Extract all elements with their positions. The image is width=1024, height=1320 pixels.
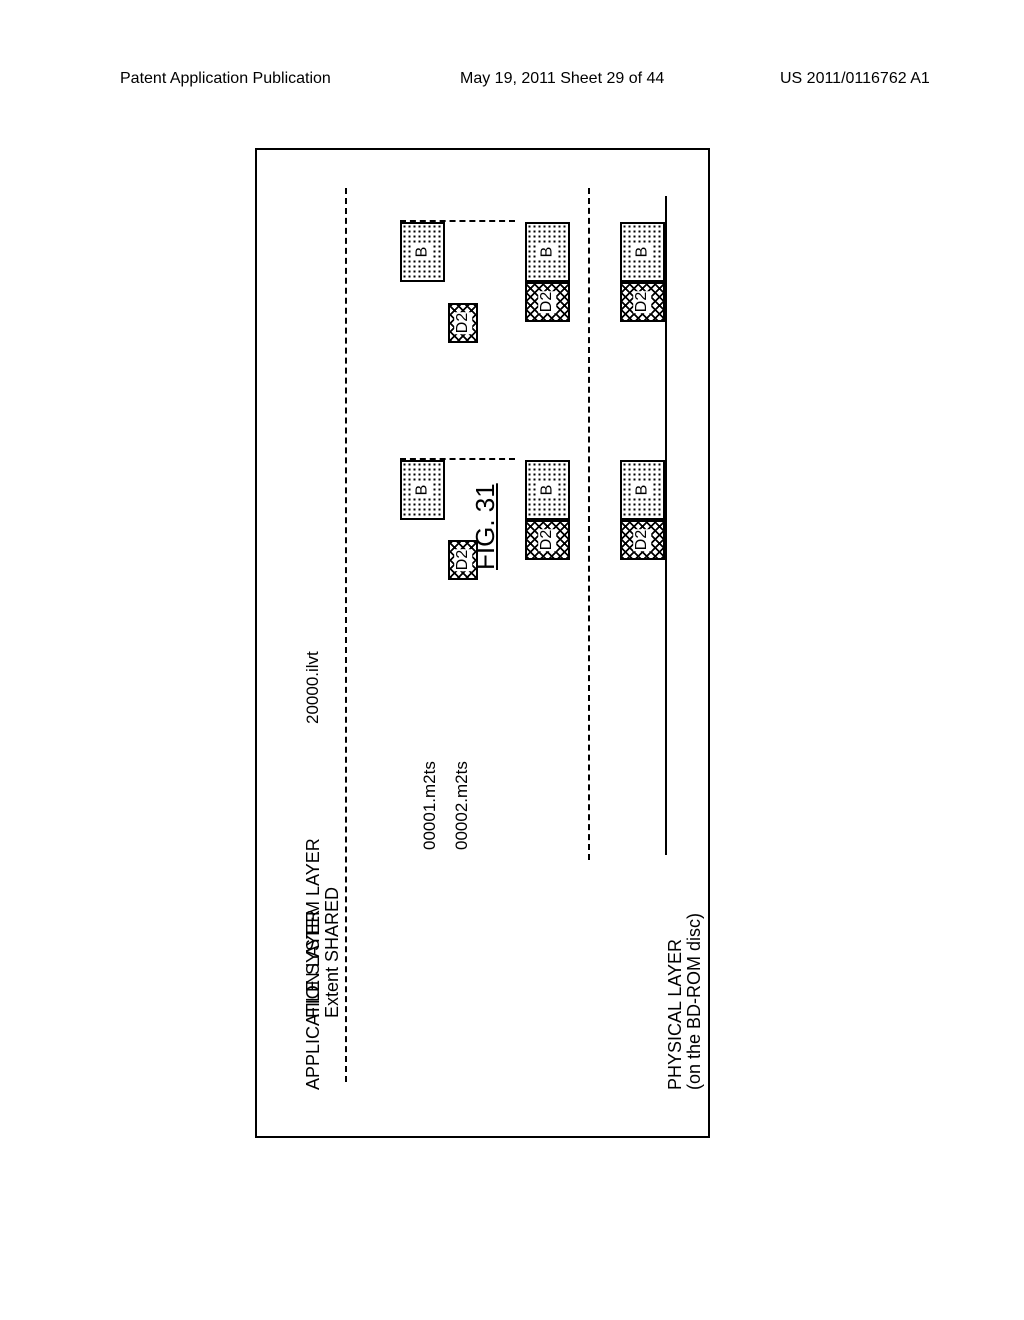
header-right: US 2011/0116762 A1	[780, 70, 930, 88]
block-B-fs-lower: B	[400, 460, 445, 520]
block-D2-phys-upper: D2	[620, 282, 665, 322]
block-D2-ilvt-upper: D2	[525, 282, 570, 322]
ilvt-filename: 20000.ilvt	[303, 651, 323, 724]
header-mid: May 19, 2011 Sheet 29 of 44	[460, 70, 664, 88]
physical-layer-sub-label: (on the BD-ROM disc)	[684, 913, 705, 1090]
block-D2-fs-lower: D2	[448, 540, 478, 580]
file2-label: 00002.m2ts	[452, 761, 472, 850]
header-left: Patent Application Publication	[120, 70, 331, 88]
block-B-phys-lower: B	[620, 460, 665, 520]
block-B-ilvt-lower: B	[525, 460, 570, 520]
block-D2-phys-lower: D2	[620, 520, 665, 560]
dash-sep-1	[345, 188, 347, 1082]
physical-line	[665, 196, 667, 855]
filesystem-layer-label: FILE SYSTEM LAYER	[303, 838, 324, 1018]
dash-sep-2	[588, 188, 590, 860]
filesystem-extent-label: Extent SHARED	[322, 887, 343, 1018]
file1-label: 00001.m2ts	[420, 761, 440, 850]
block-B-phys-upper: B	[620, 222, 665, 282]
block-D2-fs-upper: D2	[448, 303, 478, 343]
block-D2-ilvt-lower: D2	[525, 520, 570, 560]
physical-layer-label: PHYSICAL LAYER	[665, 939, 686, 1090]
block-B-fs-upper: B	[400, 222, 445, 282]
block-B-ilvt-upper: B	[525, 222, 570, 282]
